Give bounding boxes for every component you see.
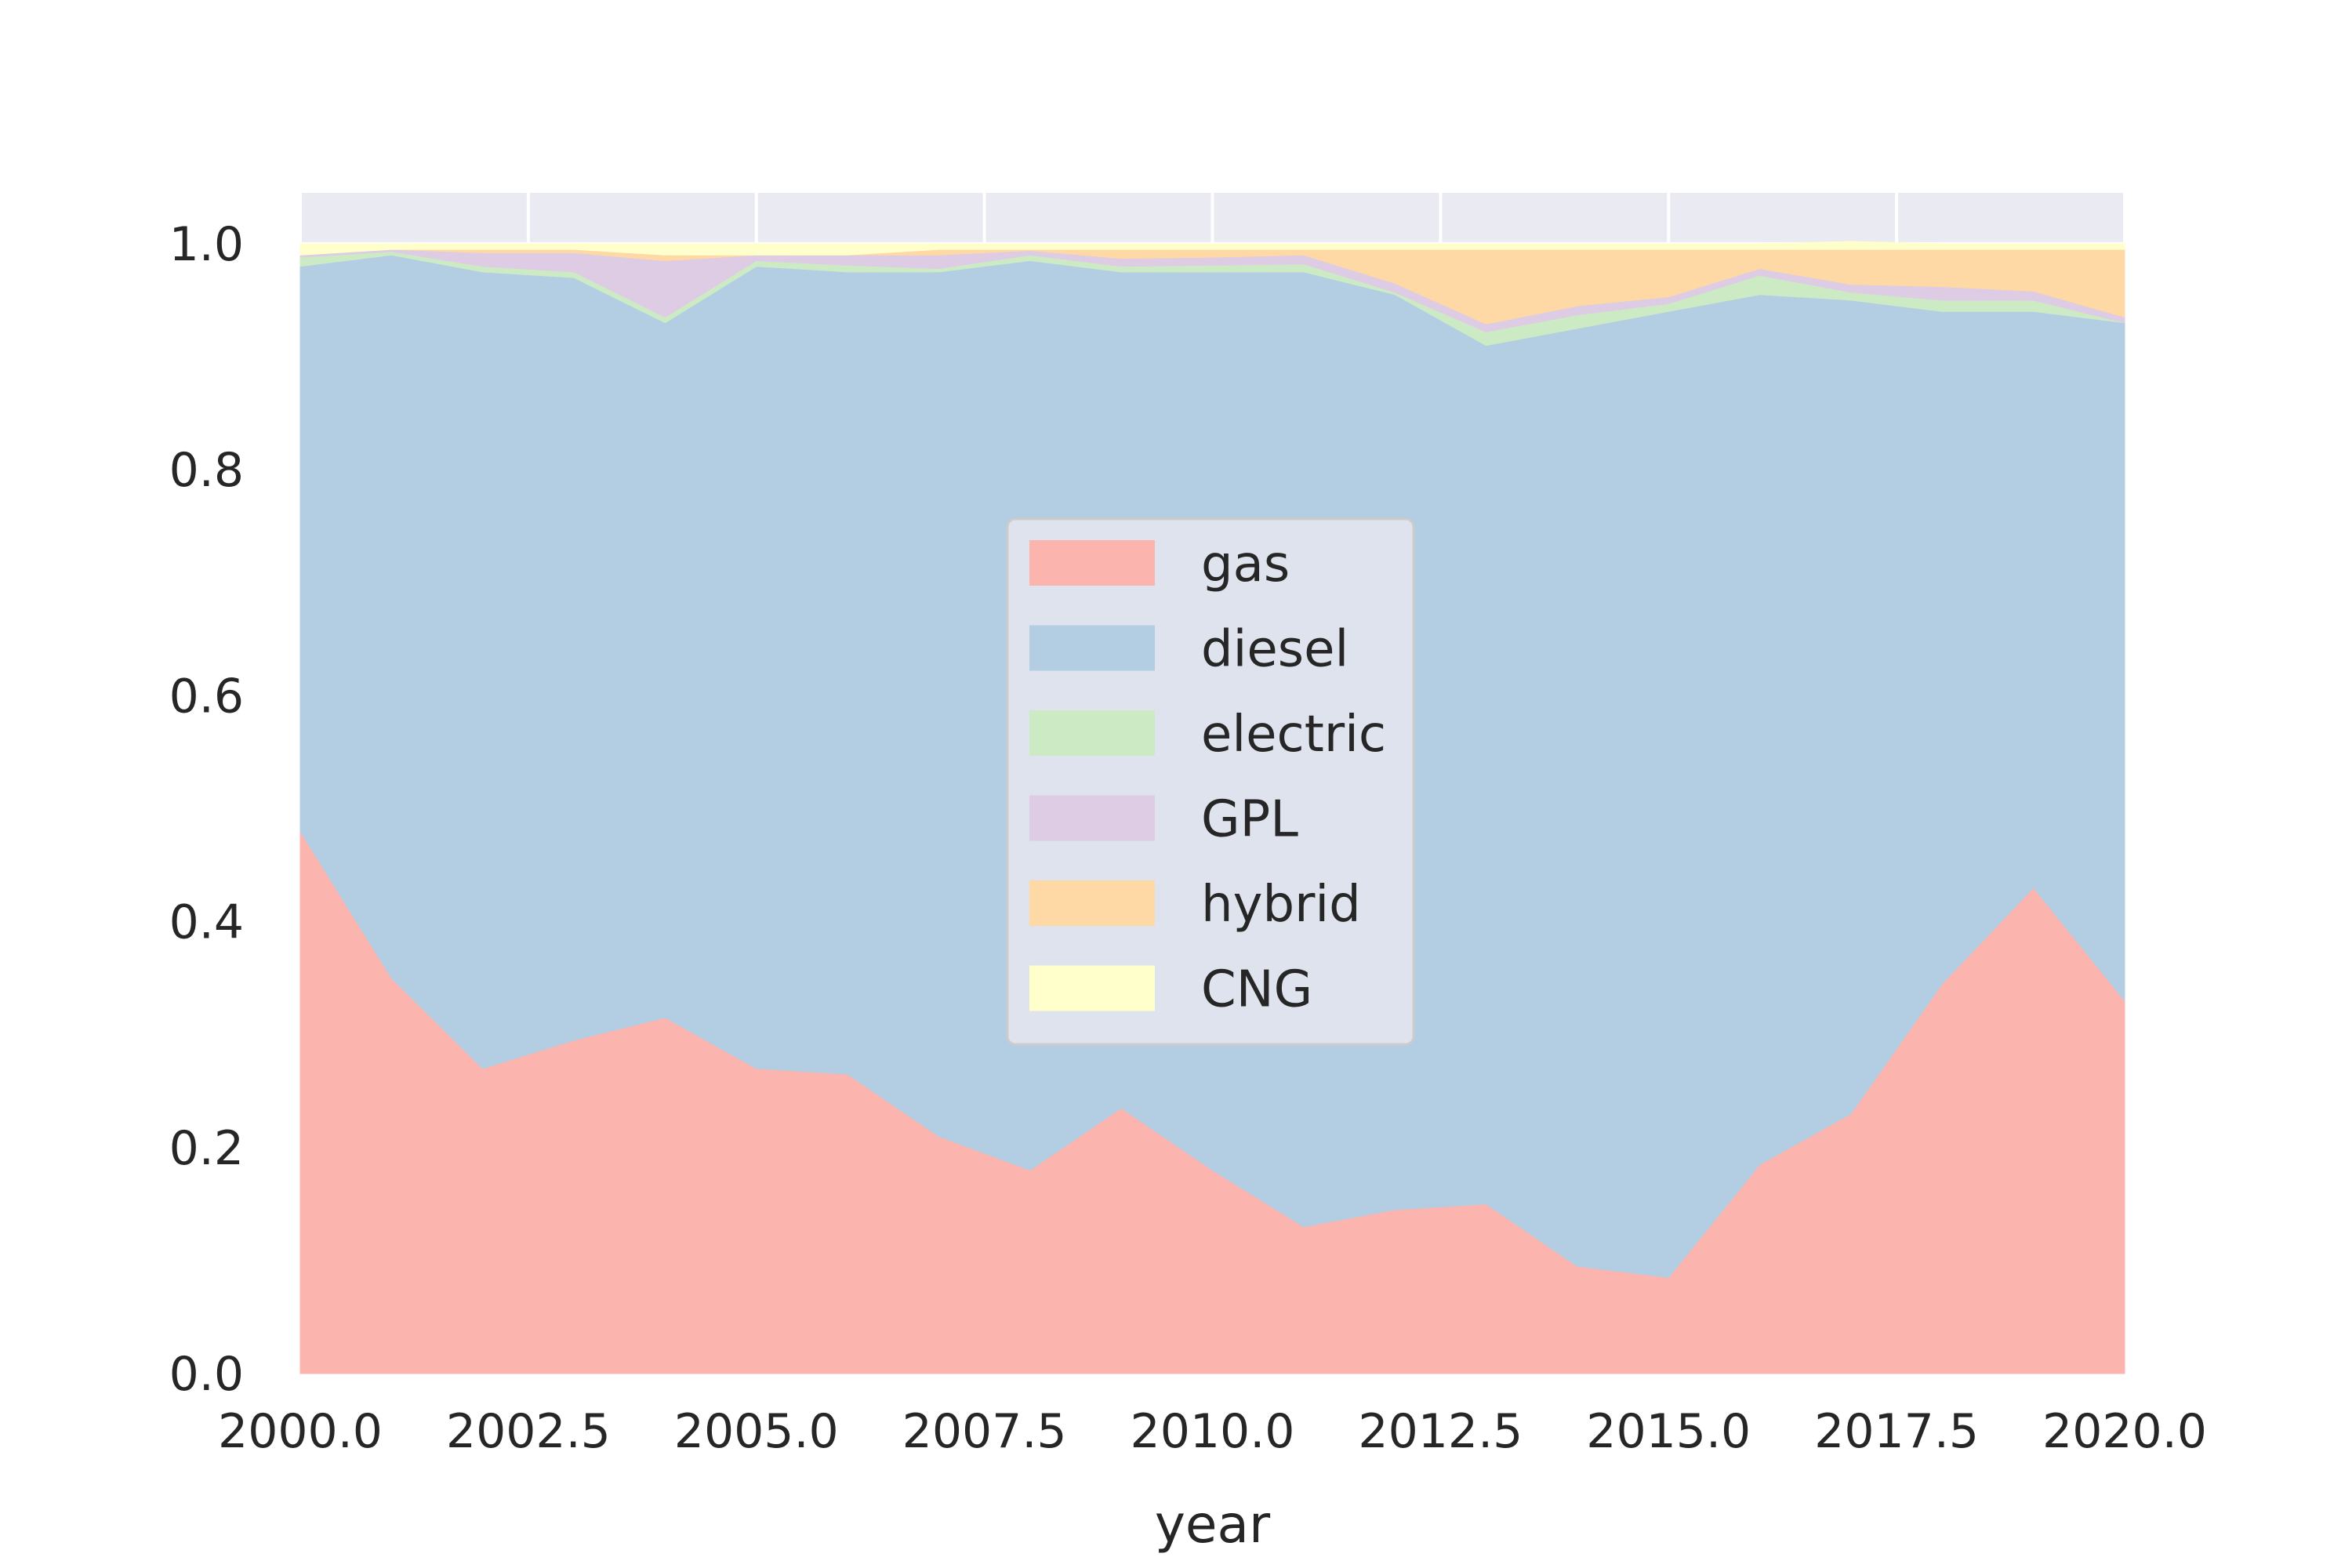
y-tick-label: 0.2 [169,1121,244,1176]
legend-swatch-diesel [1029,625,1155,671]
y-tick-label: 0.6 [169,669,244,724]
legend-label-gpl: GPL [1201,791,1298,849]
legend-swatch-gpl [1029,795,1155,841]
x-tick-labels: 2000.0 2002.5 2005.0 2007.5 2010.0 2012.5 2015… [218,1404,2207,1459]
legend-swatch-cng [1029,965,1155,1011]
legend: gas diesel electric GPL hybrid CNG [1006,517,1415,1046]
x-tick-label: 2020.0 [2042,1404,2207,1459]
y-tick-labels: 0.0 0.2 0.4 0.6 0.8 1.0 [169,217,244,1402]
y-tick-label: 0.4 [169,895,244,950]
x-tick-label: 2012.5 [1358,1404,1523,1459]
y-tick-label: 0.8 [169,443,244,498]
legend-label-cng: CNG [1201,961,1312,1019]
legend-label-gas: gas [1201,535,1290,593]
y-tick-label: 1.0 [169,217,244,272]
x-tick-label: 2017.5 [1814,1404,1979,1459]
x-tick-label: 2015.0 [1586,1404,1751,1459]
x-axis-label: year [1155,1494,1271,1555]
legend-label-hybrid: hybrid [1201,876,1361,934]
legend-label-electric: electric [1201,706,1386,764]
x-tick-label: 2000.0 [218,1404,383,1459]
legend-label-diesel: diesel [1201,621,1348,679]
x-tick-label: 2002.5 [446,1404,611,1459]
legend-swatch-electric [1029,710,1155,756]
x-tick-label: 2007.5 [902,1404,1067,1459]
area-cng [299,241,2125,256]
legend-swatch-gas [1029,540,1155,586]
y-tick-label: 0.0 [169,1347,244,1402]
legend-swatch-hybrid [1029,880,1155,926]
x-tick-label: 2005.0 [674,1404,839,1459]
x-tick-label: 2010.0 [1131,1404,1295,1459]
